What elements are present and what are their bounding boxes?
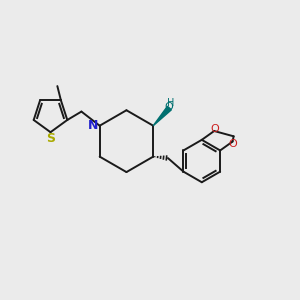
- Polygon shape: [153, 106, 171, 126]
- Text: S: S: [46, 132, 55, 145]
- Text: O: O: [210, 124, 219, 134]
- Text: H: H: [167, 98, 175, 108]
- Text: O: O: [164, 102, 173, 112]
- Text: N: N: [88, 119, 98, 132]
- Text: O: O: [229, 139, 238, 149]
